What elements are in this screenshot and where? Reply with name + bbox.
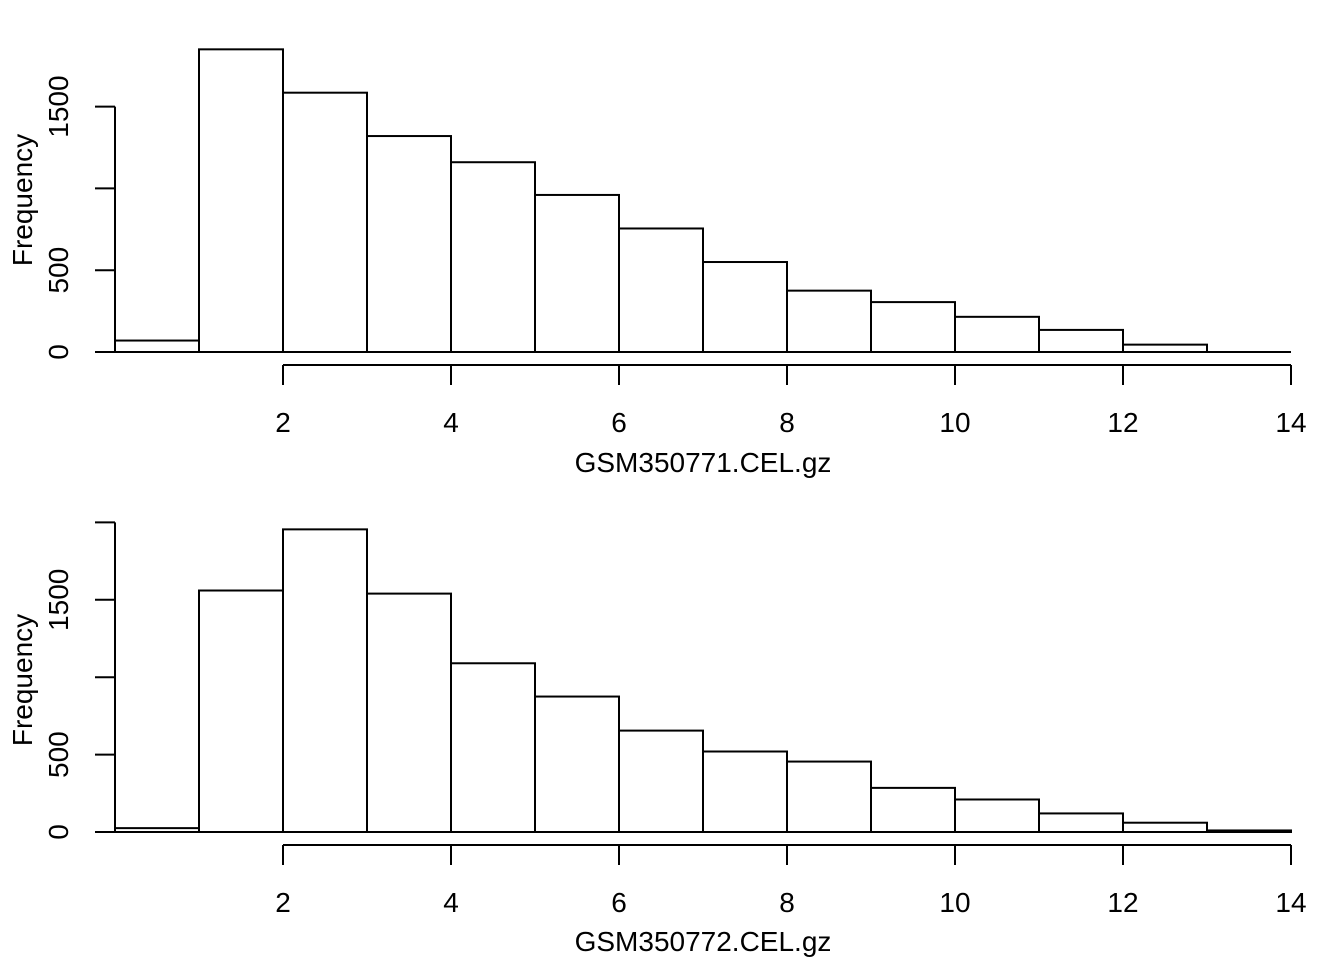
y-tick-label: 1500 — [43, 75, 74, 137]
histogram-bar — [1122, 821, 1208, 833]
histogram-bar — [786, 760, 872, 833]
x-axis: 2 4 6 8 10 12 14 — [275, 844, 1307, 918]
histogram-bar — [366, 135, 452, 353]
x-tick-label: 8 — [779, 887, 795, 918]
y-axis: 0 500 1500 — [43, 75, 116, 360]
histogram-bar — [198, 589, 284, 834]
x-tick-label: 6 — [611, 887, 627, 918]
histogram-panel-2: 2 4 6 8 10 12 14 0 500 1500 GSM350772.CEL.gz Fre… — [7, 521, 1307, 957]
x-tick-label: 14 — [1275, 407, 1306, 438]
histogram-bar — [870, 786, 956, 834]
histogram-bar — [366, 592, 452, 833]
x-axis: 2 4 6 8 10 12 14 — [275, 364, 1307, 438]
histogram-bar — [534, 193, 620, 353]
x-tick-label: 2 — [275, 407, 291, 438]
histogram-bar — [534, 695, 620, 833]
histogram-bar — [198, 48, 284, 354]
histogram-bar — [870, 301, 956, 353]
histogram-panel-1: 2 4 6 8 10 12 14 0 500 1500 GSM350771.CEL.gz Fre… — [7, 48, 1307, 478]
histogram-bar — [702, 261, 788, 353]
x-tick-label: 8 — [779, 407, 795, 438]
histogram-bar — [618, 227, 704, 353]
histogram-bar — [1206, 829, 1292, 834]
x-axis-title: GSM350772.CEL.gz — [575, 926, 832, 957]
x-tick-label: 4 — [443, 407, 459, 438]
y-axis: 0 500 1500 — [43, 521, 116, 840]
x-tick-label: 12 — [1107, 407, 1138, 438]
x-tick-label: 10 — [939, 407, 970, 438]
histogram-bar — [702, 750, 788, 834]
histogram-bars — [114, 528, 1292, 834]
x-tick-label: 6 — [611, 407, 627, 438]
histogram-bar — [450, 161, 536, 353]
histogram-bars — [114, 48, 1291, 354]
y-tick-label: 0 — [43, 824, 74, 840]
y-tick-label: 500 — [43, 731, 74, 778]
x-tick-label: 2 — [275, 887, 291, 918]
y-tick-label: 0 — [43, 344, 74, 360]
x-tick-label: 4 — [443, 887, 459, 918]
y-axis-title: Frequency — [7, 134, 38, 266]
y-axis-title: Frequency — [7, 614, 38, 746]
histogram-bar — [954, 798, 1040, 834]
histogram-bar — [282, 91, 368, 353]
histogram-bar — [1038, 328, 1124, 354]
histogram-bar — [954, 315, 1040, 353]
y-tick-label: 1500 — [43, 569, 74, 631]
histogram-bar — [1038, 812, 1124, 834]
histogram-bar — [282, 528, 368, 834]
histogram-bar — [618, 729, 704, 834]
y-tick-label: 500 — [43, 247, 74, 294]
histogram-bar — [114, 827, 200, 834]
histogram-bar — [114, 339, 200, 354]
x-tick-label: 12 — [1107, 887, 1138, 918]
histogram-bar — [450, 662, 536, 833]
histogram-bar — [786, 289, 872, 353]
x-axis-title: GSM350771.CEL.gz — [575, 447, 832, 478]
histogram-bar — [1122, 343, 1208, 354]
x-tick-label: 14 — [1275, 887, 1306, 918]
x-tick-label: 10 — [939, 887, 970, 918]
